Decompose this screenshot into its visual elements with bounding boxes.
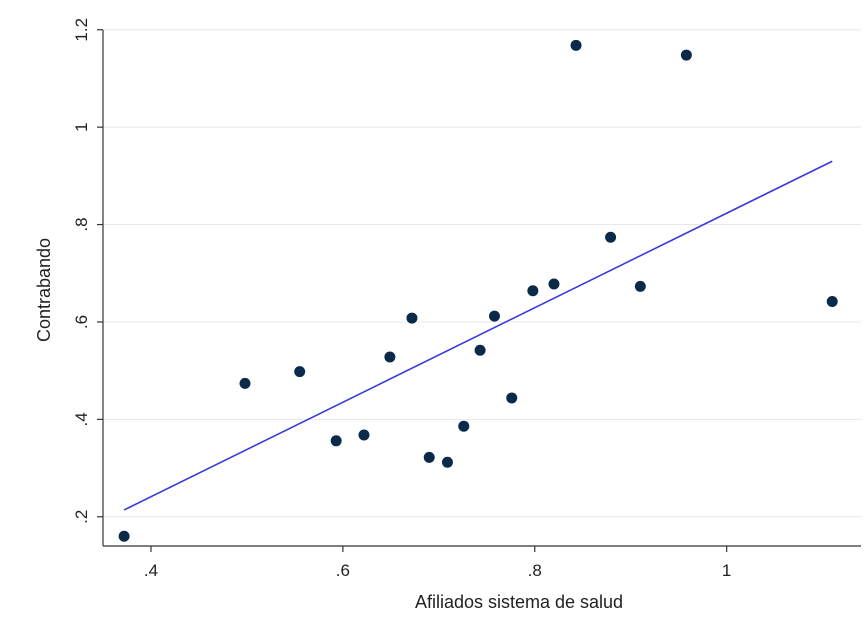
x-axis-title: Afiliados sistema de salud [415, 592, 623, 612]
data-point [358, 429, 370, 441]
data-point [527, 285, 539, 297]
y-tick-label: .4 [72, 412, 91, 426]
data-point [474, 344, 486, 356]
data-point [330, 435, 342, 447]
data-point [458, 420, 470, 432]
data-point [634, 280, 646, 292]
fitted-line [123, 160, 833, 511]
plot-area [103, 20, 861, 546]
data-point [570, 39, 582, 51]
data-point [384, 351, 396, 363]
y-tick-label: .2 [72, 510, 91, 524]
y-tick-label: .6 [72, 315, 91, 329]
data-point [548, 278, 560, 290]
y-axis-title: Contrabando [34, 238, 54, 342]
fit-line-layer [123, 160, 833, 511]
data-point [441, 456, 453, 468]
data-point [680, 49, 692, 61]
data-points [118, 39, 838, 542]
y-tick-label: .8 [72, 217, 91, 231]
data-point [406, 312, 418, 324]
data-point [239, 377, 251, 389]
gridlines [103, 29, 861, 518]
data-point [294, 366, 306, 378]
x-tick-label: 1 [722, 561, 731, 580]
x-tick-label: .6 [336, 561, 350, 580]
data-point [826, 296, 838, 308]
axes: .2 .4 .6 .8 1 1.2 .4 .6 .8 1 [72, 18, 861, 580]
x-tick-label: .4 [144, 561, 158, 580]
x-tick-label: .8 [528, 561, 542, 580]
data-point [423, 451, 435, 463]
y-tick-label: 1.2 [72, 18, 91, 42]
data-point [118, 530, 130, 542]
y-tick-label: 1 [72, 122, 91, 131]
data-point [605, 231, 617, 243]
data-point [506, 392, 518, 404]
data-point [488, 310, 500, 322]
